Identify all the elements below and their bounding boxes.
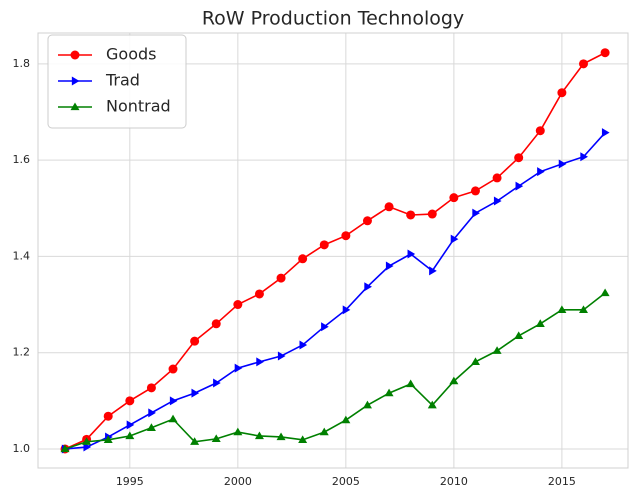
- marker: [146, 383, 156, 393]
- marker: [450, 234, 459, 244]
- marker: [60, 444, 70, 453]
- x-tick-label: 2000: [224, 475, 252, 488]
- marker: [406, 379, 416, 388]
- marker: [277, 351, 286, 361]
- marker: [234, 363, 243, 373]
- marker: [211, 434, 221, 443]
- marker: [384, 388, 394, 397]
- marker: [515, 181, 524, 191]
- marker: [514, 331, 524, 339]
- marker: [472, 208, 480, 218]
- marker: [427, 209, 437, 219]
- marker: [580, 152, 588, 162]
- marker: [211, 319, 221, 329]
- y-tick-label: 1.8: [13, 57, 31, 70]
- marker: [578, 305, 588, 313]
- marker: [191, 388, 200, 398]
- marker: [103, 411, 113, 421]
- y-tick-label: 1.0: [13, 442, 31, 455]
- marker: [319, 427, 329, 436]
- marker: [190, 336, 200, 346]
- marker: [557, 305, 567, 313]
- marker: [168, 414, 178, 423]
- plot-frame: [37, 32, 629, 469]
- y-tick-label: 1.2: [13, 346, 31, 359]
- legend-label: Trad: [105, 71, 140, 90]
- legend-box: [47, 34, 187, 129]
- legend-marker: [70, 50, 80, 60]
- marker: [254, 289, 264, 299]
- marker: [125, 431, 135, 440]
- y-tick-label: 1.4: [13, 249, 31, 262]
- marker: [213, 378, 221, 388]
- legend-marker: [71, 76, 80, 86]
- marker: [299, 340, 308, 350]
- marker: [298, 435, 308, 443]
- marker: [557, 88, 567, 98]
- marker: [535, 126, 545, 136]
- marker: [364, 282, 372, 292]
- marker: [126, 420, 135, 430]
- chart-title: RoW Production Technology: [202, 8, 464, 30]
- marker: [492, 173, 502, 183]
- line: [64, 52, 606, 450]
- marker: [254, 431, 264, 440]
- marker: [341, 415, 351, 424]
- marker: [429, 266, 437, 276]
- legend-marker: [70, 102, 80, 111]
- line: [64, 292, 606, 450]
- marker: [362, 216, 372, 226]
- marker: [493, 196, 502, 206]
- marker: [470, 186, 480, 196]
- marker: [362, 400, 372, 409]
- x-tick-label: 1995: [116, 475, 144, 488]
- x-tick-label: 2015: [548, 475, 576, 488]
- marker: [492, 346, 502, 354]
- marker: [169, 396, 178, 406]
- marker: [276, 273, 286, 283]
- marker: [342, 305, 351, 315]
- marker: [319, 240, 329, 250]
- marker: [125, 396, 135, 406]
- marker: [449, 193, 459, 203]
- marker: [470, 357, 480, 365]
- marker: [558, 159, 567, 169]
- marker: [578, 59, 588, 69]
- marker: [407, 249, 416, 259]
- marker: [276, 432, 286, 441]
- marker: [103, 435, 113, 443]
- marker: [190, 437, 200, 445]
- marker: [146, 423, 156, 431]
- marker: [256, 357, 264, 367]
- marker: [406, 210, 416, 220]
- marker: [233, 300, 243, 310]
- x-tick-label: 2010: [440, 475, 468, 488]
- marker: [321, 322, 329, 332]
- marker: [298, 254, 308, 264]
- x-tick-label: 2005: [332, 475, 360, 488]
- marker: [514, 153, 524, 163]
- marker: [537, 167, 545, 177]
- legend-label: Nontrad: [106, 97, 171, 116]
- marker: [168, 364, 178, 374]
- line: [64, 132, 606, 450]
- marker: [600, 48, 610, 58]
- marker: [384, 202, 394, 212]
- marker: [82, 437, 92, 445]
- y-tick-label: 1.6: [13, 153, 31, 166]
- marker: [600, 288, 610, 297]
- marker: [233, 427, 243, 436]
- marker: [601, 128, 610, 138]
- marker: [449, 376, 459, 385]
- marker: [427, 400, 437, 409]
- marker: [385, 261, 394, 271]
- marker: [148, 408, 156, 418]
- marker: [341, 231, 351, 241]
- legend-label: Goods: [106, 45, 156, 64]
- marker: [535, 319, 545, 327]
